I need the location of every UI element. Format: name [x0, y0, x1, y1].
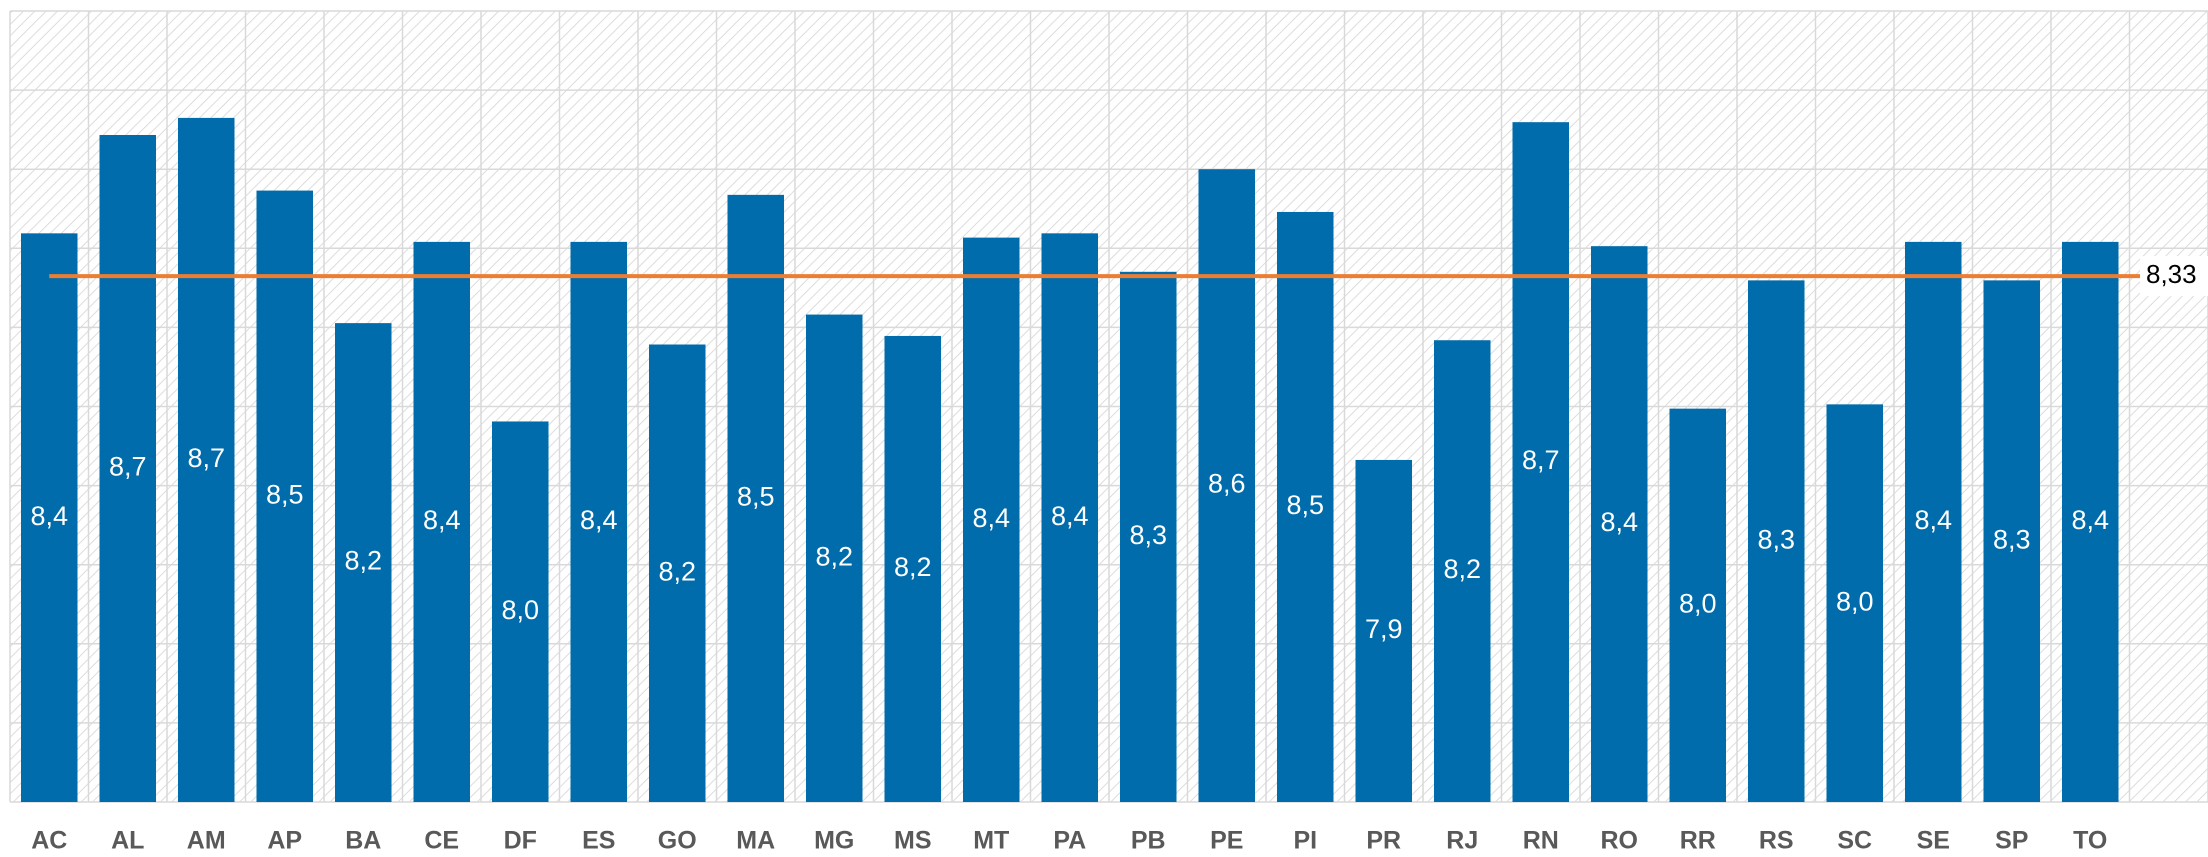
bar: [1041, 233, 1099, 802]
data-label: 8,5: [1286, 490, 1324, 520]
data-label: 8,4: [580, 505, 618, 535]
bar: [1983, 280, 2041, 802]
data-label: 8,3: [1993, 524, 2031, 554]
x-tick-label: AC: [31, 827, 67, 855]
data-label: 8,0: [501, 595, 539, 625]
x-tick-label: RJ: [1446, 827, 1478, 855]
x-tick-label: PA: [1053, 827, 1086, 855]
x-tick-label: DF: [504, 827, 537, 855]
bar: [1355, 459, 1413, 802]
bar: [413, 241, 471, 803]
x-tick-label: MG: [814, 827, 854, 855]
average-label: 8,33: [2146, 259, 2197, 289]
x-tick-label: GO: [658, 827, 697, 855]
x-tick-label: TO: [2073, 827, 2107, 855]
bar: [884, 335, 942, 802]
data-label: 8,2: [344, 546, 382, 576]
x-tick-label: CE: [424, 827, 459, 855]
data-label: 8,2: [1443, 554, 1481, 584]
bar: [805, 314, 863, 802]
x-tick-label: MS: [894, 827, 932, 855]
x-tick-label: SC: [1837, 827, 1872, 855]
x-tick-label: AM: [187, 827, 226, 855]
x-tick-label: PB: [1131, 827, 1166, 855]
data-label: 8,4: [2071, 505, 2109, 535]
bar: [1433, 340, 1491, 802]
data-label: 8,2: [894, 552, 932, 582]
data-label: 8,4: [1600, 507, 1638, 537]
data-label: 8,7: [1522, 445, 1560, 475]
x-tick-label: MA: [736, 827, 775, 855]
x-tick-label: RS: [1759, 827, 1794, 855]
data-label: 8,5: [266, 479, 304, 509]
bar: [1590, 246, 1648, 802]
average-label-box: [2140, 256, 2208, 297]
data-label: 8,2: [658, 556, 696, 586]
x-tick-label: BA: [345, 827, 381, 855]
x-tick-label: RN: [1523, 827, 1559, 855]
data-label: 8,7: [109, 452, 147, 482]
bar: [570, 241, 628, 803]
bar: [334, 323, 392, 802]
data-label: 8,6: [1208, 469, 1246, 499]
bar: [1119, 271, 1177, 802]
bar: [2061, 241, 2119, 803]
x-tick-label: RO: [1601, 827, 1639, 855]
x-tick-label: PR: [1366, 827, 1401, 855]
data-label: 8,5: [737, 482, 775, 512]
x-tick-label: AL: [111, 827, 144, 855]
bar: [1512, 122, 1570, 803]
data-label: 8,2: [815, 541, 853, 571]
data-label: 8,4: [1914, 505, 1952, 535]
x-tick-label: ES: [582, 827, 615, 855]
data-label: 8,4: [30, 501, 68, 531]
bar: [648, 344, 706, 802]
data-label: 8,4: [423, 505, 461, 535]
bar: [1826, 404, 1884, 802]
data-label: 8,0: [1679, 588, 1717, 618]
bar: [1904, 241, 1962, 803]
data-label: 8,0: [1836, 586, 1874, 616]
x-tick-label: AP: [267, 827, 302, 855]
bar: [1276, 211, 1334, 802]
x-tick-label: PI: [1293, 827, 1317, 855]
x-tick-label: SE: [1917, 827, 1950, 855]
bar: [1747, 280, 1805, 802]
data-label: 8,3: [1757, 524, 1795, 554]
bar: [99, 134, 157, 802]
bar: [256, 190, 314, 803]
data-label: 8,4: [972, 503, 1010, 533]
bar: [491, 421, 549, 802]
data-label: 8,7: [187, 443, 225, 473]
bar: [1669, 408, 1727, 802]
bar: [20, 233, 78, 802]
x-tick-label: RR: [1680, 827, 1716, 855]
x-tick-label: SP: [1995, 827, 2028, 855]
data-label: 8,3: [1129, 520, 1167, 550]
x-tick-label: MT: [973, 827, 1009, 855]
bar: [727, 194, 785, 802]
bar: [962, 237, 1020, 802]
x-tick-label: PE: [1210, 827, 1243, 855]
data-label: 8,4: [1051, 501, 1089, 531]
data-label: 7,9: [1365, 614, 1403, 644]
bar: [177, 117, 235, 802]
